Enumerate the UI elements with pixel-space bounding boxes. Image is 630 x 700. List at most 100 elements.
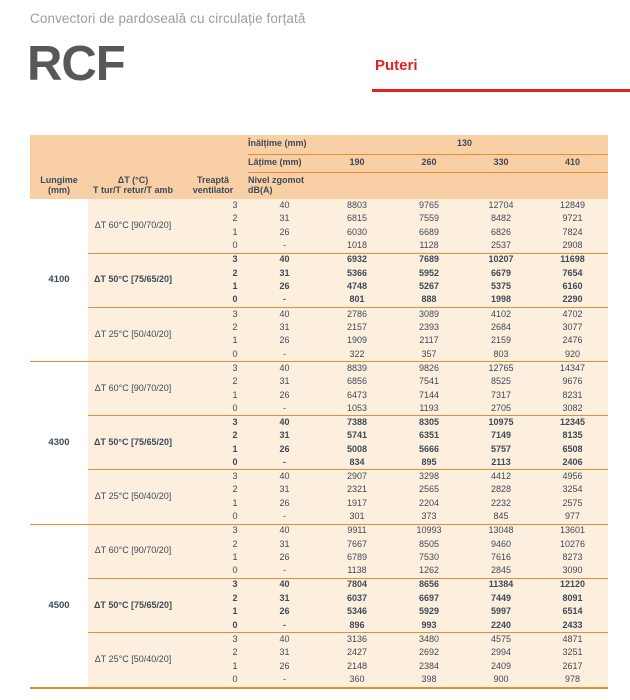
fan-step-cell: 0: [178, 673, 248, 687]
power-value-cell: 7149: [465, 429, 537, 443]
fan-step-cell: 1: [178, 659, 248, 674]
table-row: 1 26 6473 7144 7317 8231: [30, 388, 609, 403]
power-value-cell: 2908: [537, 239, 609, 254]
power-value-cell: 8135: [537, 429, 609, 443]
noise-cell: 31: [248, 483, 321, 498]
power-value-cell: 7388: [321, 415, 393, 430]
power-value-cell: 4412: [465, 469, 537, 484]
width-value: 410: [537, 154, 609, 173]
power-value-cell: 8656: [393, 577, 465, 592]
fan-step-cell: 3: [178, 306, 248, 321]
power-value-cell: 8305: [393, 415, 465, 430]
table-row: ΔT 25°C [50/40/20] 3 40 3136 3480 4575 4871: [30, 631, 609, 687]
noise-cell: 26: [248, 442, 321, 457]
height-row-label: Înălțime (mm): [248, 135, 321, 155]
section-underline: [372, 89, 630, 92]
power-value-cell: 7667: [321, 537, 393, 552]
table-row: 2 31 5366 5952 6679 7654: [30, 266, 609, 281]
power-value-cell: 6689: [393, 226, 465, 240]
noise-cell: -: [248, 510, 321, 525]
noise-cell: 26: [248, 388, 321, 403]
table-row: 2 31 2157 2393 2684 3077: [30, 320, 609, 335]
power-value-cell: 6514: [537, 605, 609, 619]
table-row: 0-801 888 1998 2290: [30, 293, 609, 308]
fan-step-cell: 1: [178, 388, 248, 403]
power-value-cell: 5741: [321, 429, 393, 443]
power-value-cell: 2406: [537, 456, 609, 470]
power-value-cell: 1262: [393, 564, 465, 579]
power-value-cell: 2409: [465, 659, 537, 674]
fan-step-cell: 0: [178, 293, 248, 308]
table-row: 2 31 6037 6697 7449 8091: [30, 591, 609, 606]
dt-label-cell: ΔT 60°C [90/70/20]: [88, 199, 178, 254]
power-value-cell: 5346: [321, 605, 393, 619]
table-row: 2 31 5741 6351 7149 8135: [30, 429, 609, 443]
dt-label-cell: ΔT 25°C [50/40/20]: [88, 469, 178, 525]
noise-cell: 40: [248, 199, 321, 213]
power-value-cell: 2393: [393, 320, 465, 335]
fan-step-cell: 2: [178, 375, 248, 389]
power-value-cell: 7530: [393, 551, 465, 565]
noise-cell: -: [248, 618, 321, 633]
fan-step-cell: 2: [178, 320, 248, 335]
power-value-cell: 3298: [393, 469, 465, 484]
power-value-cell: 3251: [537, 646, 609, 660]
table-row: 1 26 5008 5666 5757 6508: [30, 442, 609, 457]
power-value-cell: 6030: [321, 226, 393, 240]
noise-cell: 31: [248, 375, 321, 389]
power-value-cell: 2433: [537, 618, 609, 633]
power-value-cell: 3480: [393, 632, 465, 647]
power-value-cell: 834: [321, 456, 393, 470]
fan-step-cell: 0: [178, 239, 248, 254]
power-value-cell: 2117: [393, 334, 465, 349]
table-row: 2 31 6856 7541 8525 9676: [30, 375, 609, 389]
power-value-cell: 8482: [465, 212, 537, 227]
power-value-cell: 7654: [537, 266, 609, 281]
power-value-cell: 1018: [321, 239, 393, 254]
dt-label-cell: ΔT 50°C [75/65/20]: [88, 577, 178, 633]
noise-cell: -: [248, 456, 321, 470]
power-value-cell: 4748: [321, 280, 393, 294]
page-subtitle: Convectori de pardoseală cu circulație f…: [30, 11, 306, 26]
table-row: 0-322 357 803 920: [30, 348, 609, 362]
power-value-cell: 2705: [465, 402, 537, 416]
length-cell: 4300: [30, 361, 88, 525]
noise-cell: 40: [248, 415, 321, 430]
power-value-cell: 4702: [537, 306, 609, 321]
power-value-cell: 2427: [321, 646, 393, 660]
dt-label-cell: ΔT 25°C [50/40/20]: [88, 306, 178, 362]
power-value-cell: 1193: [393, 402, 465, 416]
length-cell: 4100: [30, 199, 88, 362]
col-header-dt: ΔT (°C) T tur/T retur/T amb: [88, 172, 178, 199]
power-value-cell: 2845: [465, 564, 537, 579]
fan-step-cell: 0: [178, 510, 248, 525]
power-value-cell: 2204: [393, 497, 465, 511]
power-value-cell: 993: [393, 618, 465, 633]
power-value-cell: 6508: [537, 442, 609, 457]
power-value-cell: 1128: [393, 239, 465, 254]
noise-cell: 26: [248, 551, 321, 565]
power-value-cell: 3254: [537, 483, 609, 498]
fan-step-cell: 1: [178, 280, 248, 294]
section-title: Puteri: [375, 57, 418, 74]
fan-step-cell: 2: [178, 483, 248, 498]
table-row: 0-301 373 845 977: [30, 510, 609, 525]
power-value-cell: 801: [321, 293, 393, 308]
power-value-cell: 10993: [393, 523, 465, 538]
power-value-cell: 12704: [465, 199, 537, 213]
power-value-cell: 978: [537, 673, 609, 687]
power-value-cell: 5666: [393, 442, 465, 457]
power-value-cell: 6856: [321, 375, 393, 389]
noise-cell: -: [248, 293, 321, 308]
dt-label-cell: ΔT 25°C [50/40/20]: [88, 631, 178, 687]
power-value-cell: 7824: [537, 226, 609, 240]
power-value-cell: 1138: [321, 564, 393, 579]
fan-step-cell: 3: [178, 577, 248, 592]
noise-cell: 40: [248, 306, 321, 321]
fan-step-cell: 3: [178, 469, 248, 484]
table-row: 1 26 6030 6689 6826 7824: [30, 226, 609, 240]
power-value-cell: 12849: [537, 199, 609, 213]
power-value-cell: 2159: [465, 334, 537, 349]
power-value-cell: 2537: [465, 239, 537, 254]
noise-cell: 40: [248, 252, 321, 267]
